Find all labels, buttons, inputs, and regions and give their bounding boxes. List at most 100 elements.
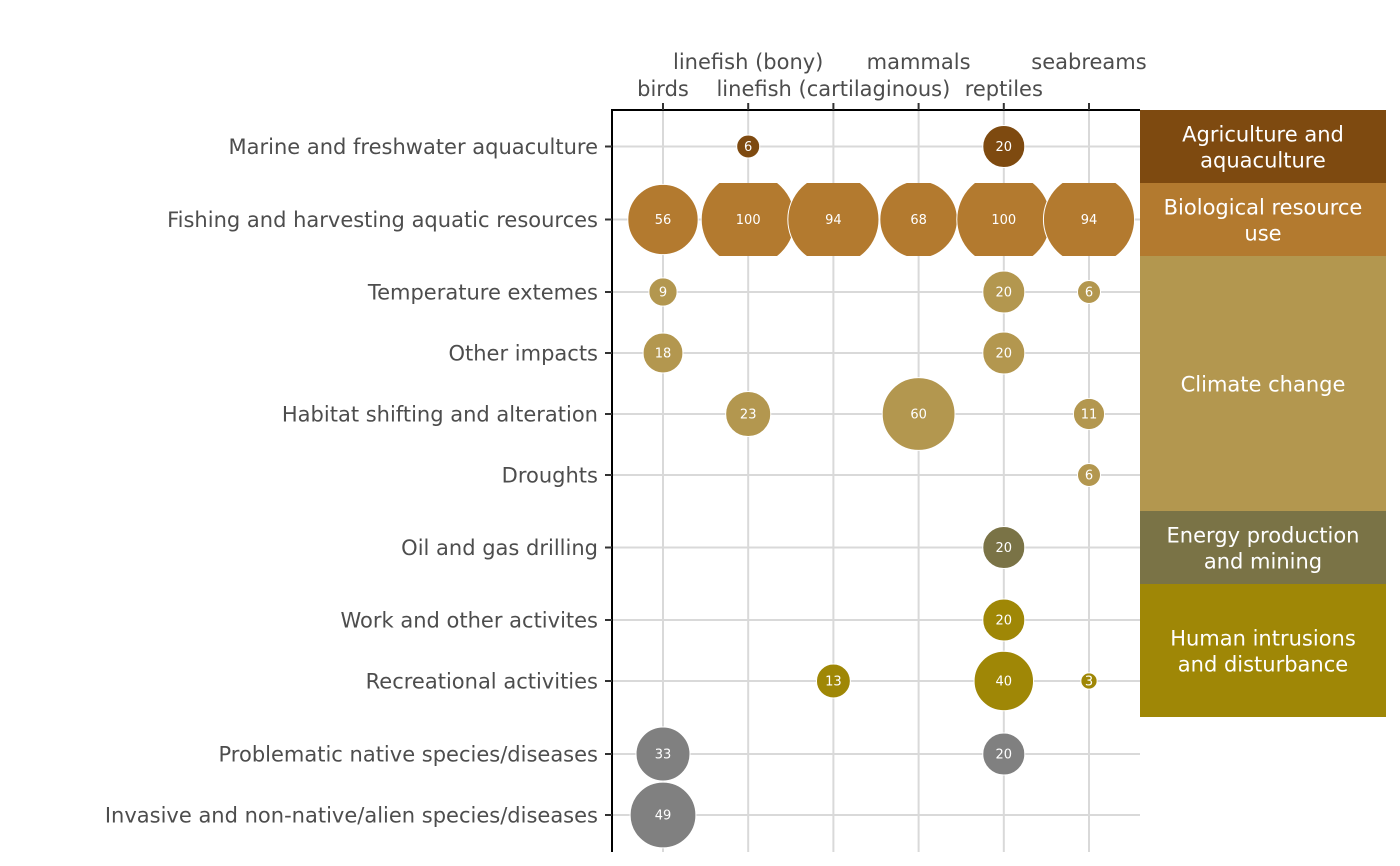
bubble-recreational-activities-linefish-cartilaginous (815, 663, 851, 699)
bubble-habitat-shifting-and-alteration-linefish-bony (725, 390, 772, 438)
facet-label: and mining (1204, 550, 1322, 574)
y-tick-label: Work and other activites (341, 609, 599, 633)
bubble-value-label: 23 (740, 408, 757, 423)
facet-strip-climate-change (1140, 256, 1386, 511)
bubble-value-label: 94 (825, 213, 842, 228)
bubble-clip-group (815, 663, 851, 699)
bubble-clip-group (787, 183, 880, 256)
bubble-other-impacts-reptiles (982, 331, 1026, 375)
x-tick-label: birds (637, 77, 689, 101)
bubble-clip-group (982, 270, 1026, 314)
y-tick-label: Habitat shifting and alteration (282, 403, 598, 427)
bubble-clip-group (642, 332, 684, 374)
bubble-fishing-and-harvesting-aquatic-resources-birds (627, 183, 699, 256)
bubble-value-label: 3 (1085, 675, 1093, 690)
bubble-marine-and-freshwater-aquaculture-linefish-bony (736, 134, 761, 159)
bubble-droughts-seabreams (1076, 462, 1102, 488)
bubble-value-label: 40 (996, 675, 1013, 690)
x-tick-label: linefish (bony) (673, 50, 823, 74)
facet-strip-biological-resource-use (1140, 183, 1386, 256)
bubble-clip-group (635, 726, 691, 782)
facet-label: aquaculture (1200, 149, 1326, 173)
x-tick-label: linefish (cartilaginous) (716, 77, 950, 101)
y-tick-label: Marine and freshwater aquaculture (229, 135, 599, 159)
bubble-recreational-activities-reptiles (973, 650, 1035, 712)
bubble-oil-and-gas-drilling-reptiles (982, 525, 1026, 570)
bubble-fishing-and-harvesting-aquatic-resources-seabreams (1042, 183, 1136, 256)
y-tick-label: Temperature extemes (367, 281, 598, 305)
x-tick-label: reptiles (965, 77, 1043, 101)
facet-label: Biological resource (1164, 196, 1363, 220)
bubble-value-label: 20 (996, 541, 1013, 556)
bubble-value-label: 68 (910, 213, 927, 228)
bubble-clip-group (1080, 672, 1098, 690)
bubble-other-impacts-birds (642, 332, 684, 374)
bubble-value-label: 60 (910, 408, 927, 423)
bubble-clip-group (1072, 397, 1106, 431)
bubble-clip-group (1076, 279, 1102, 305)
bubble-value-label: 6 (744, 140, 752, 155)
bubbles (627, 124, 1136, 849)
y-tick-label: Recreational activities (366, 670, 598, 694)
bubble-temperature-extemes-seabreams (1076, 279, 1102, 305)
facet-label: and disturbance (1178, 653, 1348, 677)
facet-label: Climate change (1181, 373, 1346, 397)
bubble-value-label: 6 (1085, 286, 1093, 301)
facet-strip-human-intrusions-and-disturbance (1140, 584, 1386, 717)
bubble-habitat-shifting-and-alteration-seabreams (1072, 397, 1106, 431)
facet-label: use (1244, 222, 1281, 246)
facet-strip-agriculture-and-aquaculture (1140, 110, 1386, 183)
y-tick-label: Invasive and non-native/alien species/di… (105, 804, 598, 828)
bubble-fishing-and-harvesting-aquatic-resources-linefish-cartilaginous (787, 183, 880, 256)
y-tick-label: Oil and gas drilling (401, 536, 598, 560)
bubble-clip-group (736, 134, 761, 159)
bubble-value-label: 11 (1081, 408, 1098, 423)
bubble-work-and-other-activites-reptiles (982, 598, 1026, 642)
y-tick-label: Problematic native species/diseases (219, 743, 599, 767)
facet-label: Human intrusions (1170, 627, 1356, 651)
bubble-value-label: 18 (655, 347, 672, 362)
bubble-clip-group (982, 331, 1026, 375)
bubble-value-label: 6 (1085, 469, 1093, 484)
bubble-clip-group (1076, 462, 1102, 488)
bubble-value-label: 9 (659, 286, 667, 301)
x-tick-label: mammals (867, 50, 971, 74)
bubble-clip-group (982, 525, 1026, 570)
bubble-invasive-and-non-native-alien-species-diseases-birds (629, 781, 697, 849)
bubble-clip-group (881, 377, 956, 451)
bubble-recreational-activities-seabreams (1080, 672, 1098, 690)
y-tick-label: Droughts (502, 464, 598, 488)
facet-label: Energy production (1167, 524, 1360, 548)
bubble-clip-group (973, 650, 1035, 712)
bubble-clip-group (982, 598, 1026, 642)
facet-strip-energy-production-and-mining (1140, 511, 1386, 584)
bubble-value-label: 20 (996, 286, 1013, 301)
bubble-value-label: 13 (825, 675, 842, 690)
bubble-value-label: 20 (996, 614, 1013, 629)
bubble-habitat-shifting-and-alteration-mammals (881, 377, 956, 451)
bubble-value-label: 20 (996, 140, 1013, 155)
bubble-clip-group (1042, 183, 1136, 256)
bubble-clip-group (982, 732, 1026, 776)
bubble-clip-group (982, 124, 1026, 169)
y-tick-label: Fishing and harvesting aquatic resources (167, 208, 598, 232)
axes: birds linefish (bony) linefish (cartilagin… (105, 50, 1147, 852)
bubble-temperature-extemes-birds (648, 277, 678, 307)
bubble-clip-group (629, 781, 697, 849)
x-tick-label: seabreams (1031, 50, 1146, 74)
y-tick-label: Other impacts (448, 342, 598, 366)
bubble-value-label: 20 (996, 748, 1013, 763)
facet-label: Agriculture and (1182, 123, 1344, 147)
bubble-marine-and-freshwater-aquaculture-reptiles (982, 124, 1026, 169)
bubble-value-label: 33 (655, 748, 672, 763)
bubble-value-label: 100 (991, 213, 1016, 228)
bubble-clip-group (627, 183, 699, 256)
bubble-problematic-native-species-diseases-reptiles (982, 732, 1026, 776)
bubble-clip-group (648, 277, 678, 307)
bubble-value-label: 49 (655, 809, 672, 824)
bubble-value-label: 100 (736, 213, 761, 228)
bubble-problematic-native-species-diseases-birds (635, 726, 691, 782)
